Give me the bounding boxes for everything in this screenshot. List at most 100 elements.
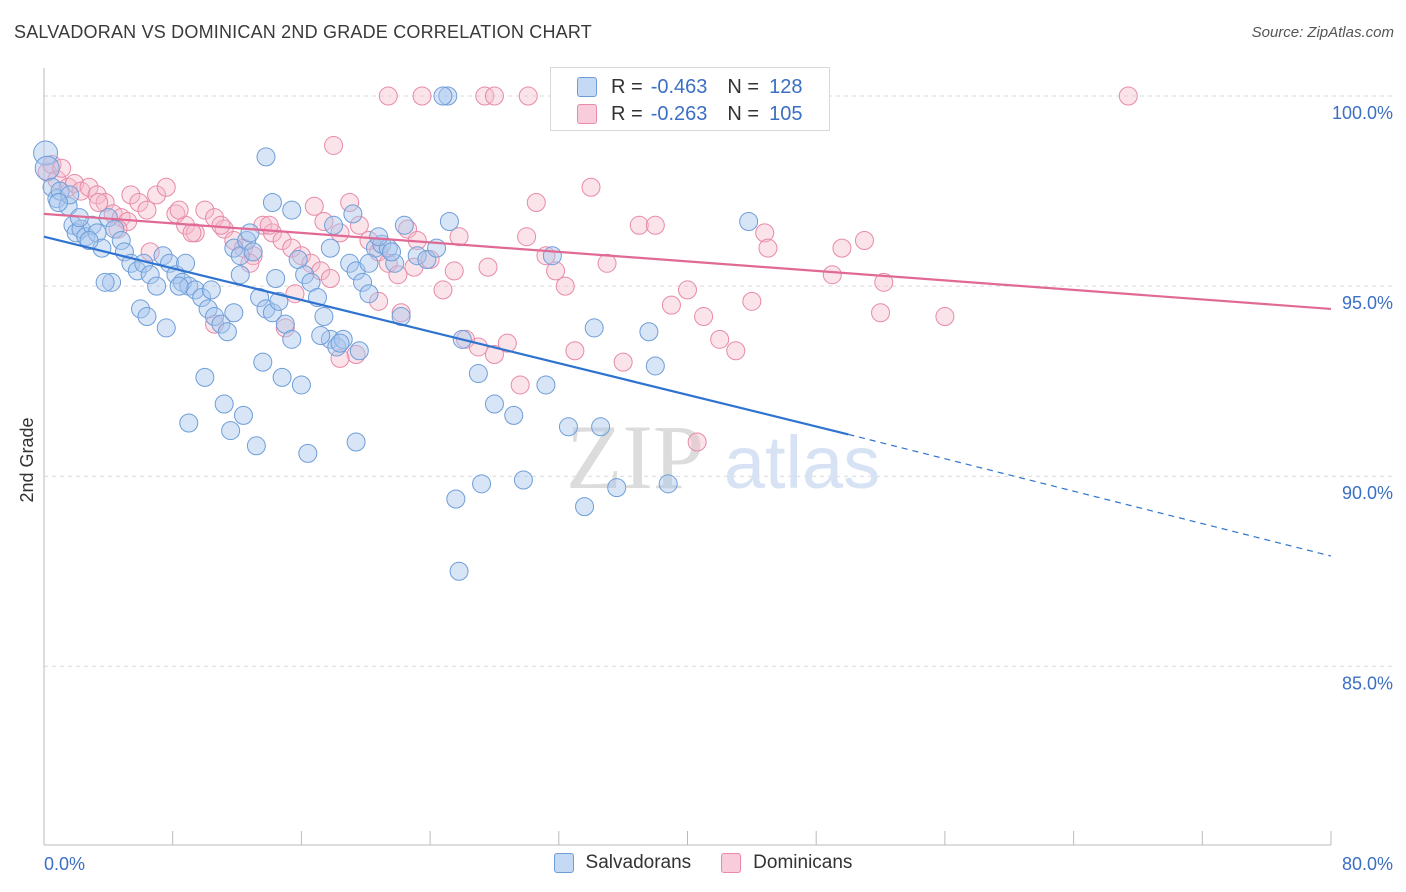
axes: [43, 68, 1332, 846]
dominican-point: [330, 223, 350, 243]
legend-r-label: R =: [611, 75, 643, 98]
salvadoran-point: [295, 265, 315, 285]
dominican-point: [52, 158, 72, 178]
series-legend: Salvadorans Dominicans: [0, 852, 1406, 874]
dominican-point: [211, 215, 231, 235]
salvadoran-point: [575, 497, 595, 517]
salvadoran-point: [147, 276, 167, 296]
salvadoran-point: [394, 215, 414, 235]
salvadoran-point: [153, 246, 173, 266]
salvadoran-point: [639, 322, 659, 342]
salvadoran-point: [658, 474, 678, 494]
salvadorans-points: [33, 86, 759, 581]
dominican-point: [581, 177, 601, 197]
salvadoran-point: [217, 322, 237, 342]
salvadoran-point: [291, 375, 311, 395]
dominican-point: [645, 215, 665, 235]
dominican-point: [832, 238, 852, 258]
salvadoran-point: [472, 474, 492, 494]
legend-n-value: 105: [769, 102, 803, 125]
legend-swatch-dominicans: [721, 853, 742, 873]
dominican-point: [518, 86, 538, 106]
watermark-zip: ZIP: [566, 406, 704, 508]
salvadoran-point: [558, 417, 578, 437]
legend-label-salvadorans: Salvadorans: [585, 852, 692, 873]
dominican-point: [89, 192, 109, 212]
trend-lines: [43, 212, 1332, 557]
salvadoran-point: [468, 364, 488, 384]
dominican-point: [546, 261, 566, 281]
dominican-point: [565, 341, 585, 361]
dominican-point: [433, 280, 453, 300]
salvadoran-point: [320, 238, 340, 258]
dominican-point: [449, 227, 469, 247]
salvadoran-point: [369, 227, 389, 247]
legend-n-value: 128: [769, 75, 803, 98]
salvadoran-point: [346, 432, 366, 452]
salvadoran-point: [34, 155, 60, 181]
salvadoran-point: [60, 185, 80, 205]
salvadoran-point: [484, 394, 504, 414]
dominican-point: [156, 177, 176, 197]
dominican-point: [597, 253, 617, 273]
dominican-point: [874, 272, 894, 292]
salvadoran-point: [282, 200, 302, 220]
dominican-point: [758, 238, 778, 258]
salvadoran-point: [140, 265, 160, 285]
dominican-point: [935, 307, 955, 327]
salvadoran-point: [324, 215, 344, 235]
salvadoran-point: [205, 307, 225, 327]
dominican-point: [87, 185, 107, 205]
dominican-point: [526, 192, 546, 212]
dominican-point: [726, 341, 746, 361]
salvadoran-point: [359, 253, 379, 273]
salvadoran-point: [169, 276, 189, 296]
salvadoran-point: [262, 192, 282, 212]
dominican-point: [330, 348, 350, 368]
watermark-atlas: atlas: [724, 421, 880, 504]
dominican-point: [324, 135, 344, 155]
salvadoran-point: [438, 86, 458, 106]
dominican-point: [822, 265, 842, 285]
legend-item-salvadorans[interactable]: Salvadorans: [553, 852, 692, 874]
dominican-point: [742, 291, 762, 311]
dominican-point: [121, 185, 141, 205]
salvadorans-trend-line: [43, 235, 849, 436]
dominicans-points: [37, 86, 1138, 452]
salvadoran-point: [250, 288, 270, 308]
salvadoran-point: [407, 246, 427, 266]
dominican-point: [79, 177, 99, 197]
salvadoran-point: [131, 299, 151, 319]
dominican-point: [694, 307, 714, 327]
dominican-point: [484, 86, 504, 106]
dominicans-trend-line: [43, 212, 1332, 311]
dominican-point: [95, 192, 115, 212]
source-attribution[interactable]: Source: ZipAtlas.com: [1252, 24, 1394, 41]
dominican-point: [140, 242, 160, 262]
dominican-point: [195, 200, 215, 220]
y-axis-label: 2nd Grade: [17, 417, 37, 502]
dominican-point: [629, 215, 649, 235]
chart-title: SALVADORAN VS DOMINICAN 2ND GRADE CORREL…: [14, 22, 592, 42]
dominican-point: [871, 303, 891, 323]
dominican-point: [555, 276, 575, 296]
legend-swatch-salvadorans: [553, 853, 574, 873]
salvadoran-point: [433, 86, 453, 106]
dominican-point: [314, 211, 334, 231]
salvadoran-point: [314, 307, 334, 327]
correlation-legend: R = -0.463 N = 128 R = -0.263 N = 105: [550, 67, 830, 131]
legend-label-dominicans: Dominicans: [753, 852, 853, 873]
salvadoran-point: [513, 470, 533, 490]
salvadoran-point: [446, 489, 466, 509]
salvadoran-point: [233, 405, 253, 425]
salvadoran-point: [211, 314, 231, 334]
legend-item-dominicans[interactable]: Dominicans: [721, 852, 852, 874]
dominican-point: [510, 375, 530, 395]
salvadoran-point: [198, 299, 218, 319]
salvadoran-point: [269, 291, 289, 311]
salvadoran-point: [224, 303, 244, 323]
salvadoran-point: [542, 246, 562, 266]
dominican-point: [182, 223, 202, 243]
salvadoran-point: [449, 561, 469, 581]
dominican-point: [129, 192, 149, 212]
